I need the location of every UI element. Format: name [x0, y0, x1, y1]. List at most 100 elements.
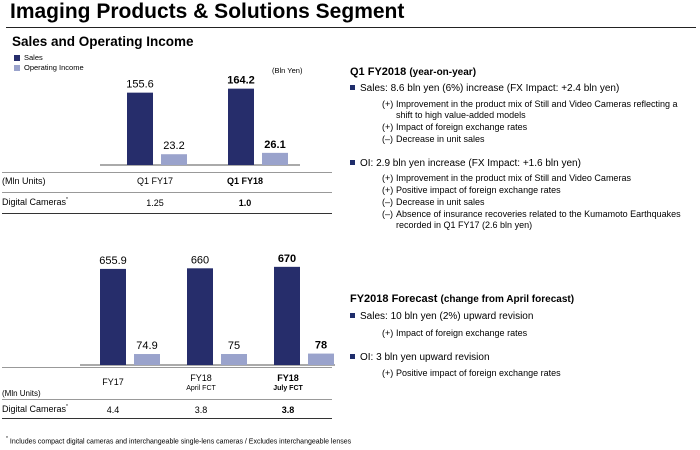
q1-heading-text: Q1 FY2018: [350, 66, 407, 78]
q1-oi-bullet-text: OI: 2.9 bln yen increase (FX Impact: +1.…: [360, 158, 581, 169]
q1-oi-item-0: (+) Improvement in the product mix of Sti…: [382, 173, 631, 184]
fy-bar-chart: 655.9 74.9 660 75 670 78: [80, 253, 335, 366]
q1-sales-item-3: (–) Decrease in unit sales: [382, 134, 485, 145]
q1-cameras-value-0: 1.25: [146, 198, 164, 208]
bar-oi-1: [221, 354, 247, 365]
q1-units-label: (Mln Units): [2, 176, 46, 186]
fy-sales-item-0: (+) Impact of foreign exchange rates: [382, 328, 527, 339]
q1-sales-item-2: (+) Impact of foreign exchange rates: [382, 122, 527, 133]
q1-cameras-value-1: 1.0: [238, 198, 252, 208]
q1-heading-sub: (year-on-year): [409, 67, 477, 78]
legend-oi: Operating Income: [14, 63, 84, 72]
legend-sales-swatch: [14, 55, 20, 62]
legend-sales-label: Sales: [24, 53, 43, 62]
label-oi-0: 74.9: [136, 340, 157, 352]
fy-heading-sub: (change from April forecast): [440, 294, 575, 305]
fy-cameras-value-2: 3.8: [281, 405, 295, 415]
bar-oi-0: [161, 154, 187, 165]
q1-oi-item-4: recorded in Q1 FY17 (2.6 bln yen): [382, 220, 532, 231]
fy-cameras-value-1: 3.8: [194, 405, 208, 415]
fy-category-label-2: FY18: [277, 373, 299, 383]
footnote: * Includes compact digital cameras and i…: [6, 436, 351, 445]
bar-sales-0: [127, 92, 153, 165]
q1-oi-item-1-mark: (+): [382, 185, 394, 195]
label-oi-0: 23.2: [163, 140, 184, 152]
q1-heading: Q1 FY2018 (year-on-year): [350, 66, 476, 78]
q1-oi-item-4-text: recorded in Q1 FY17 (2.6 bln yen): [396, 220, 533, 230]
fy-category-sub-1: April FCT: [186, 385, 216, 392]
label-sales-0: 155.6: [126, 79, 154, 91]
bullet-square-icon: [350, 84, 355, 90]
fy-table-bottom-rule: [2, 418, 332, 419]
q1-sales-item-1-text: shift to high value-added models: [396, 110, 526, 120]
q1-sales-bullet: Sales: 8.6 bln yen (6%) increase (FX Imp…: [350, 83, 619, 94]
fy-sales-item-0-mark: (+): [382, 328, 394, 338]
bar-sales-1: [228, 88, 254, 165]
fy-sales-bullet: Sales: 10 bln yen (2%) upward revision: [350, 311, 533, 322]
bar-sales-1: [187, 268, 213, 365]
label-sales-1: 164.2: [227, 75, 255, 87]
section-title: Sales and Operating Income: [12, 34, 194, 49]
label-sales-2: 670: [278, 253, 296, 265]
q1-oi-item-1: (+) Positive impact of foreign exchange r…: [382, 185, 561, 196]
fy-cameras-label-text: Digital Cameras: [2, 404, 67, 414]
q1-cameras-label-text: Digital Cameras: [2, 197, 67, 207]
fy-heading: FY2018 Forecast (change from April forec…: [350, 293, 574, 305]
fy-heading-text: FY2018 Forecast: [350, 293, 438, 305]
fy-table-mid-rule: [2, 399, 332, 400]
q1-sales-item-0-text: Improvement in the product mix of Still …: [396, 99, 678, 109]
q1-oi-item-2-text: Decrease in unit sales: [396, 197, 485, 207]
q1-table-bottom-rule: [2, 213, 332, 214]
fy-cameras-asterisk: *: [66, 404, 68, 410]
label-sales-1: 660: [191, 254, 209, 266]
fy-category-label-0: FY17: [102, 377, 124, 387]
q1-sales-item-2-mark: (+): [382, 122, 394, 132]
bullet-square-icon: [350, 353, 355, 359]
q1-oi-item-2-mark: (–): [382, 197, 393, 207]
label-oi-1: 75: [228, 340, 240, 352]
label-sales-0: 655.9: [99, 255, 127, 267]
q1-oi-item-3: (–) Absence of insurance recoveries relat…: [382, 209, 681, 220]
fy-oi-item-0-mark: (+): [382, 368, 394, 378]
fy-category-label-1: FY18: [190, 373, 212, 383]
legend-sales: Sales: [14, 53, 43, 62]
q1-category-label-1: Q1 FY18: [226, 176, 264, 186]
q1-oi-item-2: (–) Decrease in unit sales: [382, 197, 485, 208]
q1-sales-item-1: shift to high value-added models: [382, 110, 526, 121]
q1-table-top-rule: [2, 172, 332, 173]
label-oi-2: 78: [315, 340, 327, 352]
fy-oi-item-0: (+) Positive impact of foreign exchange r…: [382, 368, 561, 379]
q1-table-mid-rule: [2, 192, 332, 193]
page-title: Imaging Products & Solutions Segment: [10, 0, 405, 23]
q1-cameras-asterisk: *: [66, 197, 68, 203]
bar-oi-1: [262, 152, 288, 165]
legend-oi-swatch: [14, 65, 20, 72]
footnote-text: Includes compact digital cameras and int…: [9, 438, 352, 446]
q1-sales-bullet-text: Sales: 8.6 bln yen (6%) increase (FX Imp…: [360, 83, 620, 94]
bar-oi-2: [308, 353, 334, 365]
title-divider: [6, 27, 696, 28]
bar-sales-0: [100, 268, 126, 365]
fy-cameras-label: Digital Cameras*: [2, 404, 68, 414]
unit-label-bln-yen: (Bln Yen): [272, 66, 303, 75]
q1-sales-item-0-mark: (+): [382, 99, 394, 109]
fy-units-label: (Mln Units): [2, 389, 41, 398]
fy-oi-bullet-text: OI: 3 bln yen upward revision: [360, 352, 490, 363]
q1-oi-item-3-text: Absence of insurance recoveries related …: [396, 209, 681, 219]
q1-sales-item-3-mark: (–): [382, 134, 393, 144]
bar-oi-0: [134, 354, 160, 365]
q1-oi-item-0-text: Improvement in the product mix of Still …: [396, 173, 631, 183]
bar-sales-2: [274, 266, 300, 365]
q1-sales-item-2-text: Impact of foreign exchange rates: [396, 122, 528, 132]
label-oi-1: 26.1: [264, 139, 285, 151]
fy-sales-item-0-text: Impact of foreign exchange rates: [396, 328, 528, 338]
q1-oi-item-0-mark: (+): [382, 173, 394, 183]
fy-category-sub-2: July FCT: [273, 385, 303, 392]
fy-cameras-value-0: 4.4: [106, 405, 120, 415]
q1-sales-item-3-text: Decrease in unit sales: [396, 134, 485, 144]
fy-oi-item-0-text: Positive impact of foreign exchange rate…: [396, 368, 561, 378]
q1-sales-item-0: (+) Improvement in the product mix of Sti…: [382, 99, 677, 110]
fy-table-top-rule: [2, 367, 332, 368]
q1-oi-item-3-mark: (–): [382, 209, 393, 219]
bullet-square-icon: [350, 312, 355, 318]
